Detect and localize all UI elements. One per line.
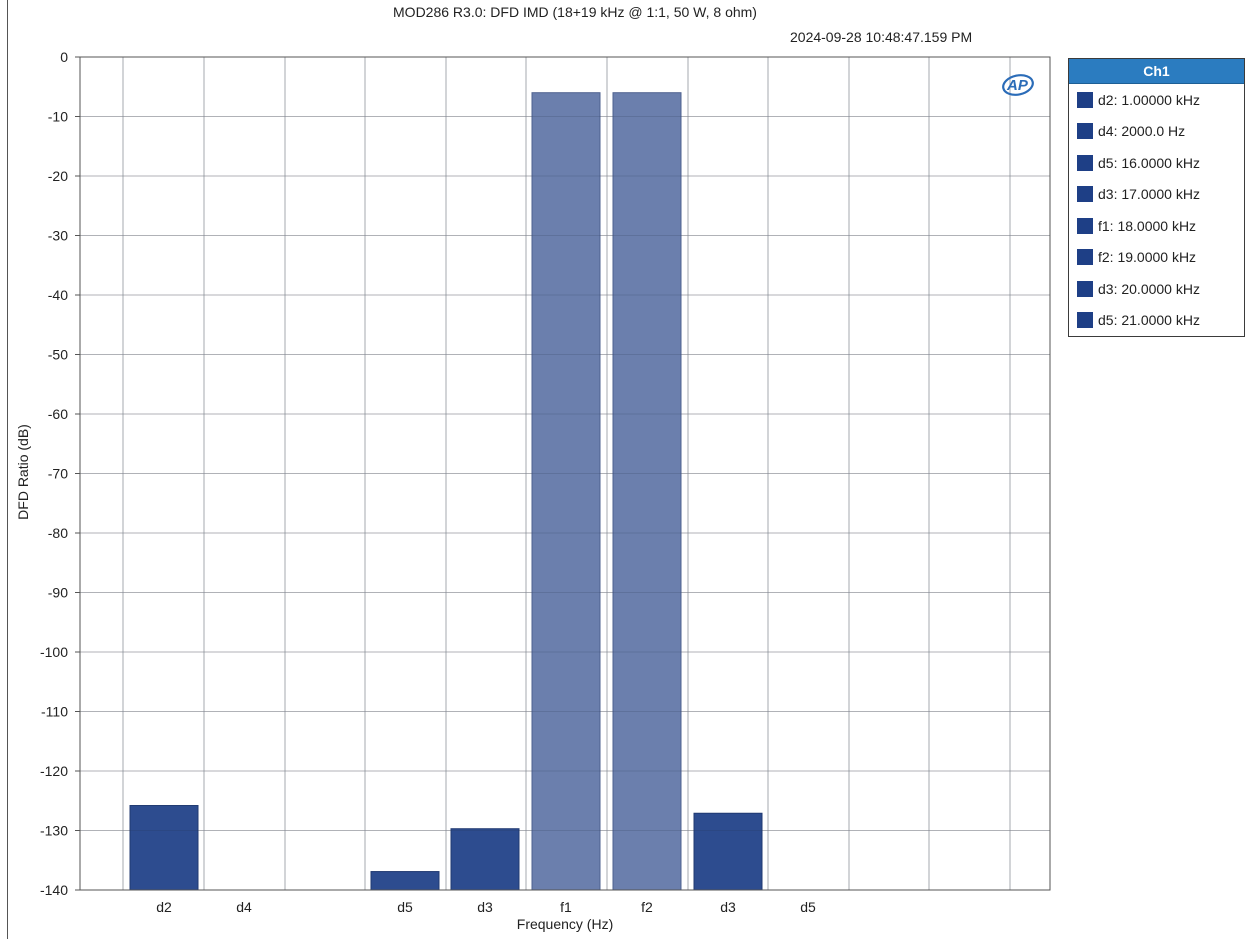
legend-item[interactable]: f2: 19.0000 kHz <box>1069 242 1244 274</box>
y-tick-label: -90 <box>48 585 68 601</box>
legend-item-label: d2: 1.00000 kHz <box>1098 91 1200 108</box>
y-tick-label: -100 <box>40 644 68 660</box>
legend-swatch <box>1077 123 1093 140</box>
bar <box>612 92 682 891</box>
y-tick-label: -140 <box>40 882 68 898</box>
plot-frame <box>79 56 1051 891</box>
timestamp: 2024-09-28 10:48:47.159 PM <box>790 29 973 45</box>
legend-panel: Ch1 d2: 1.00000 kHz d4: 2000.0 Hz d5: 16.0… <box>1068 58 1245 337</box>
legend-item-label: d5: 16.0000 kHz <box>1098 154 1200 171</box>
legend-swatch <box>1077 186 1093 203</box>
y-tick-label: -40 <box>48 287 68 303</box>
legend-list: d2: 1.00000 kHz d4: 2000.0 Hz d5: 16.0000 … <box>1069 84 1244 336</box>
x-tick-label: d5 <box>397 899 413 915</box>
ap-logo-icon: AP <box>1002 74 1034 96</box>
bar <box>693 812 763 891</box>
bar <box>531 92 601 891</box>
y-tick-label: -50 <box>48 347 68 363</box>
legend-item[interactable]: d5: 16.0000 kHz <box>1069 147 1244 179</box>
x-tick-label: d3 <box>477 899 493 915</box>
legend-swatch <box>1077 217 1093 234</box>
y-tick-label: -70 <box>48 466 68 482</box>
x-tick-label: d3 <box>720 899 736 915</box>
legend-item-label: d5: 21.0000 kHz <box>1098 312 1200 329</box>
legend-item-label: d3: 17.0000 kHz <box>1098 186 1200 203</box>
bar <box>450 828 520 891</box>
legend-swatch <box>1077 249 1093 266</box>
legend-item[interactable]: d3: 17.0000 kHz <box>1069 179 1244 211</box>
x-tick-label: d2 <box>156 899 172 915</box>
bar <box>370 871 440 891</box>
legend-header: Ch1 <box>1069 59 1244 84</box>
y-tick-label: -80 <box>48 525 68 541</box>
legend-item-label: d3: 20.0000 kHz <box>1098 280 1200 297</box>
legend-item[interactable]: f1: 18.0000 kHz <box>1069 210 1244 242</box>
y-tick-label: -10 <box>48 109 68 125</box>
y-tick-label: -20 <box>48 168 68 184</box>
x-tick-label: d4 <box>236 899 252 915</box>
y-tick-label: -130 <box>40 823 68 839</box>
bar <box>129 805 199 891</box>
legend-swatch <box>1077 154 1093 171</box>
legend-item[interactable]: d4: 2000.0 Hz <box>1069 116 1244 148</box>
legend-swatch <box>1077 91 1093 108</box>
x-tick-label: f2 <box>641 899 653 915</box>
y-tick-label: -120 <box>40 763 68 779</box>
legend-item[interactable]: d3: 20.0000 kHz <box>1069 273 1244 305</box>
y-tick-label: -30 <box>48 228 68 244</box>
legend-item-label: f2: 19.0000 kHz <box>1098 249 1197 266</box>
y-tick-label: -110 <box>41 704 68 720</box>
legend-item[interactable]: d5: 21.0000 kHz <box>1069 305 1244 337</box>
y-tick-label: -60 <box>48 406 68 422</box>
legend-swatch <box>1077 312 1093 329</box>
legend-item-label: d4: 2000.0 Hz <box>1098 123 1186 140</box>
y-tick-label: 0 <box>60 49 68 65</box>
legend-item-label: f1: 18.0000 kHz <box>1098 217 1197 234</box>
chart-title: MOD286 R3.0: DFD IMD (18+19 kHz @ 1:1, 5… <box>393 4 757 20</box>
legend-item[interactable]: d2: 1.00000 kHz <box>1069 84 1244 116</box>
legend-swatch <box>1077 280 1093 297</box>
x-axis-label: Frequency (Hz) <box>516 916 614 932</box>
left-border <box>7 0 8 939</box>
x-tick-label: d5 <box>800 899 816 915</box>
svg-text:AP: AP <box>1006 77 1029 94</box>
x-tick-label: f1 <box>560 899 572 915</box>
